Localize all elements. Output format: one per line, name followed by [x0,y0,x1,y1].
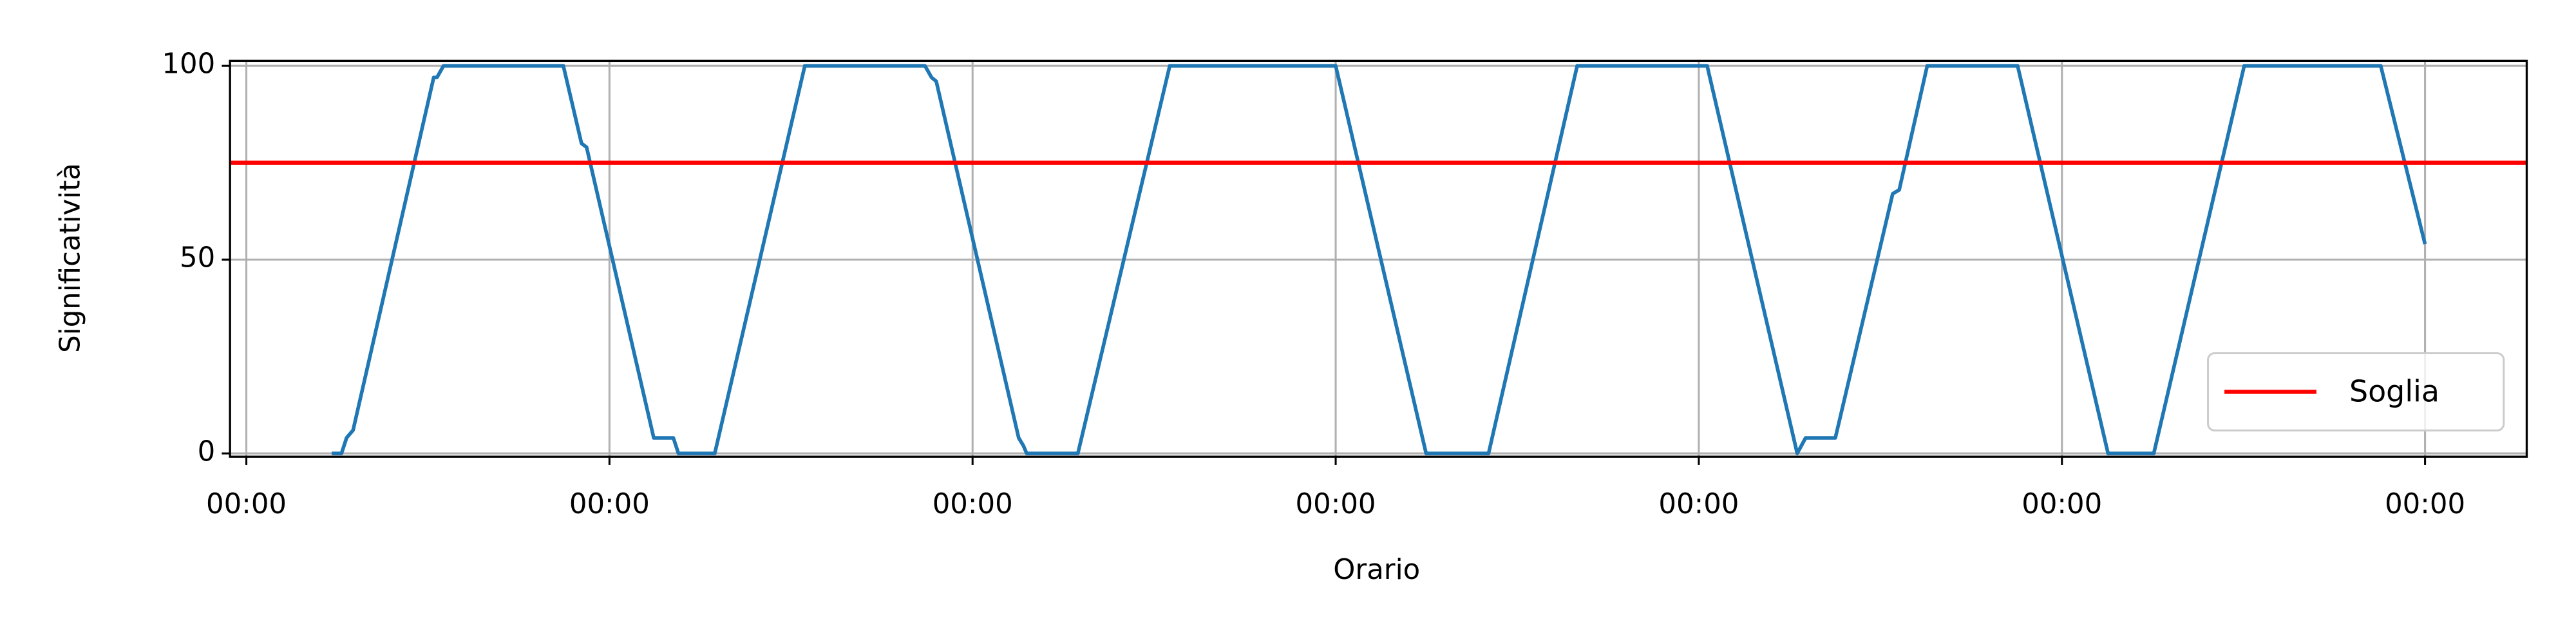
plot-frame [229,59,2528,458]
y-tick-label: 50 [180,242,215,274]
x-axis-label: Orario [1333,554,1420,586]
x-tick-label: 00:00 [569,488,650,520]
x-tick-label: 00:00 [1296,488,1376,520]
y-tick-label: 0 [198,436,216,468]
x-tick-label: 00:00 [1658,488,1739,520]
x-tick-label: 00:00 [933,488,1013,520]
y-axis-label: Significatività [55,163,87,353]
legend-box [2207,352,2505,431]
x-tick-label: 00:00 [2385,488,2465,520]
x-tick-label: 00:00 [206,488,287,520]
legend-label: Soglia [2349,374,2439,408]
x-tick-label: 00:00 [2022,488,2102,520]
data-line [332,64,2427,455]
y-tick-label: 100 [162,48,215,80]
